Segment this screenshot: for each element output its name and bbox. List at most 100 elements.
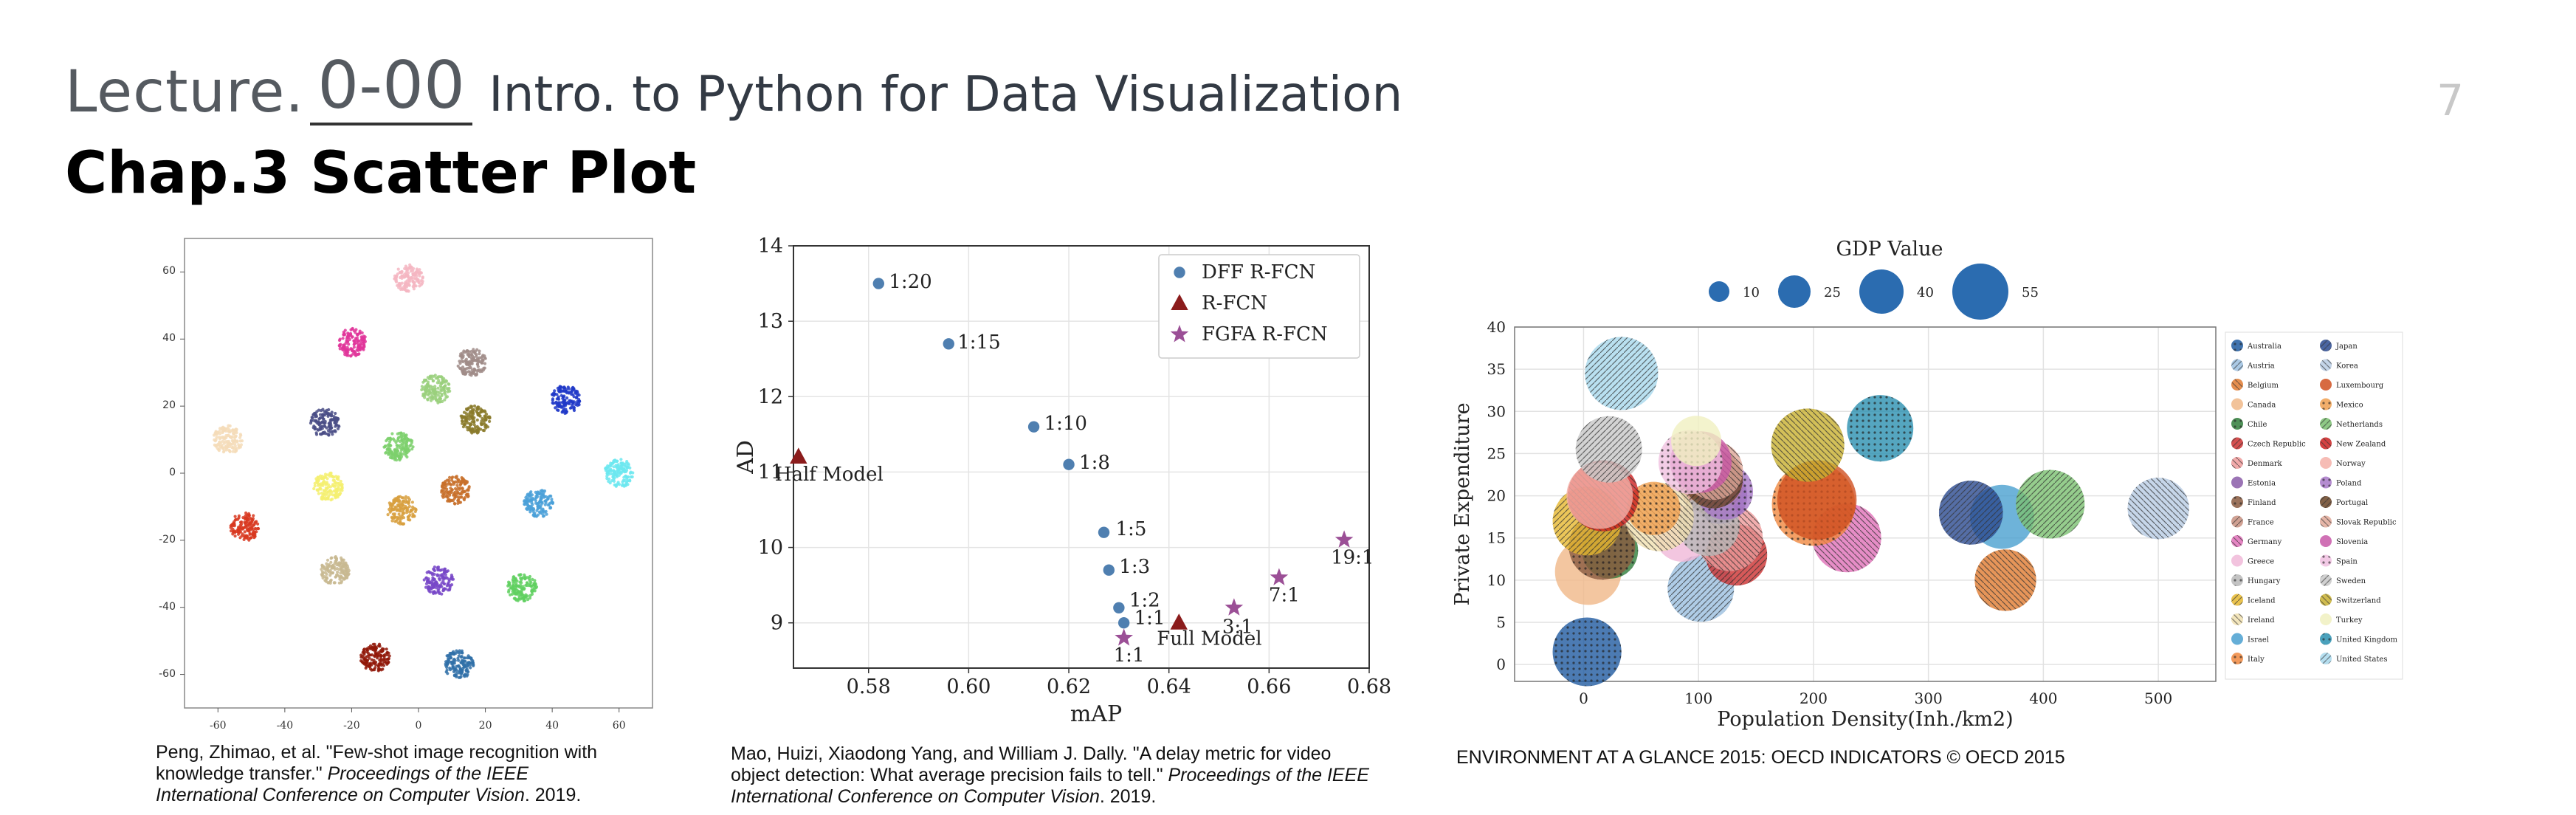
cluster-point: [484, 413, 489, 416]
cluster-point: [537, 510, 542, 514]
cluster-point: [411, 515, 415, 518]
cluster-point: [320, 413, 325, 416]
cluster-point: [571, 393, 575, 396]
cluster-point: [477, 360, 481, 363]
cluster-point: [483, 424, 487, 428]
legend-swatch-hatch: [2320, 653, 2332, 664]
cluster-point: [536, 505, 540, 509]
cluster-point: [539, 489, 543, 493]
cluster-point: [540, 501, 544, 505]
cluster-point: [337, 486, 340, 490]
cluster-point: [441, 379, 445, 382]
cluster-point: [469, 366, 472, 370]
cluster-point: [575, 402, 579, 405]
cluster-point: [333, 581, 337, 585]
y-tick-label: 20: [1487, 487, 1506, 505]
bubble-hatch: [1585, 337, 1659, 410]
cluster-point: [420, 385, 424, 388]
cluster-point: [480, 419, 483, 423]
cluster-point: [530, 493, 534, 497]
cluster-point: [551, 402, 555, 405]
cluster-point: [404, 289, 408, 292]
cluster-point: [326, 558, 330, 562]
cluster-point: [526, 503, 530, 507]
cluster-point: [256, 522, 260, 526]
point-label: 1:5: [1116, 518, 1147, 540]
cluster-point: [472, 408, 475, 411]
cluster-point: [507, 588, 511, 592]
legend-swatch-hatch: [2231, 653, 2243, 664]
cluster-point: [426, 398, 430, 402]
y-tick-label: 35: [1487, 360, 1506, 378]
cluster-point: [572, 408, 576, 413]
cluster-point: [331, 430, 335, 433]
cluster-point: [439, 385, 443, 389]
cluster-point: [226, 433, 230, 438]
cluster-point: [222, 436, 227, 439]
cluster-point: [342, 564, 345, 568]
legend-label: Slovak Republic: [2336, 519, 2397, 527]
cluster-16: [422, 565, 455, 596]
cluster-point: [362, 348, 365, 351]
cluster-point: [462, 410, 466, 414]
x-tick-label: 0.62: [1047, 675, 1091, 698]
cluster-point: [424, 391, 427, 394]
cluster-point: [405, 501, 409, 504]
cluster-point: [343, 333, 347, 337]
cluster-point: [401, 274, 404, 278]
cluster-point: [322, 492, 326, 496]
cluster-point: [439, 388, 443, 392]
x-tick-label: 0: [416, 720, 422, 732]
cluster-point: [520, 578, 523, 582]
cluster-point: [374, 649, 378, 653]
cluster-point: [329, 557, 333, 560]
cluster-point: [217, 449, 221, 453]
cluster-point: [447, 578, 451, 582]
legend-swatch-hatch: [2320, 457, 2332, 469]
cluster-point: [428, 581, 432, 585]
cluster-point: [216, 442, 220, 446]
cluster-9: [604, 458, 635, 488]
cluster-point: [221, 447, 224, 450]
cluster-point: [340, 486, 344, 490]
cluster-18: [359, 642, 391, 673]
cluster-point: [519, 573, 523, 577]
cluster-point: [433, 385, 437, 388]
legend-swatch-hatch: [2320, 633, 2332, 645]
legend-swatch-hatch: [2320, 574, 2332, 586]
cluster-point: [234, 435, 238, 439]
cluster-point: [426, 380, 430, 384]
bubble-hatch: [1938, 481, 2003, 545]
cluster-point: [554, 400, 558, 404]
cluster-point: [472, 423, 476, 427]
cluster-point: [402, 511, 405, 515]
cluster-point: [317, 417, 321, 421]
cluster-point: [631, 471, 635, 475]
cluster-point: [345, 345, 349, 349]
legend-label: United Kingdom: [2336, 636, 2398, 644]
cluster-point: [432, 379, 435, 382]
cluster-point: [526, 583, 529, 588]
cluster-point: [467, 350, 471, 354]
cluster-point: [334, 417, 338, 421]
cluster-point: [421, 276, 424, 280]
cluster-point: [526, 598, 530, 602]
cluster-point: [388, 654, 391, 658]
cluster-point: [351, 335, 354, 339]
cluster-point: [328, 492, 332, 496]
cluster-point: [385, 439, 388, 443]
cluster-point: [325, 408, 328, 412]
cluster-point: [235, 448, 238, 452]
cluster-point: [575, 396, 579, 399]
cluster-point: [441, 494, 444, 498]
bubble-united-kingdom: [1847, 395, 1914, 462]
cluster-point: [534, 501, 538, 505]
bubble-switzerland: [1771, 408, 1845, 482]
cluster-point: [354, 328, 358, 331]
cluster-point: [233, 518, 237, 522]
cluster-point: [224, 445, 228, 449]
data-point: [1115, 628, 1133, 646]
bubble-turkey: [1671, 416, 1722, 467]
cluster-point: [467, 661, 472, 664]
point-label: 1:8: [1079, 452, 1110, 474]
